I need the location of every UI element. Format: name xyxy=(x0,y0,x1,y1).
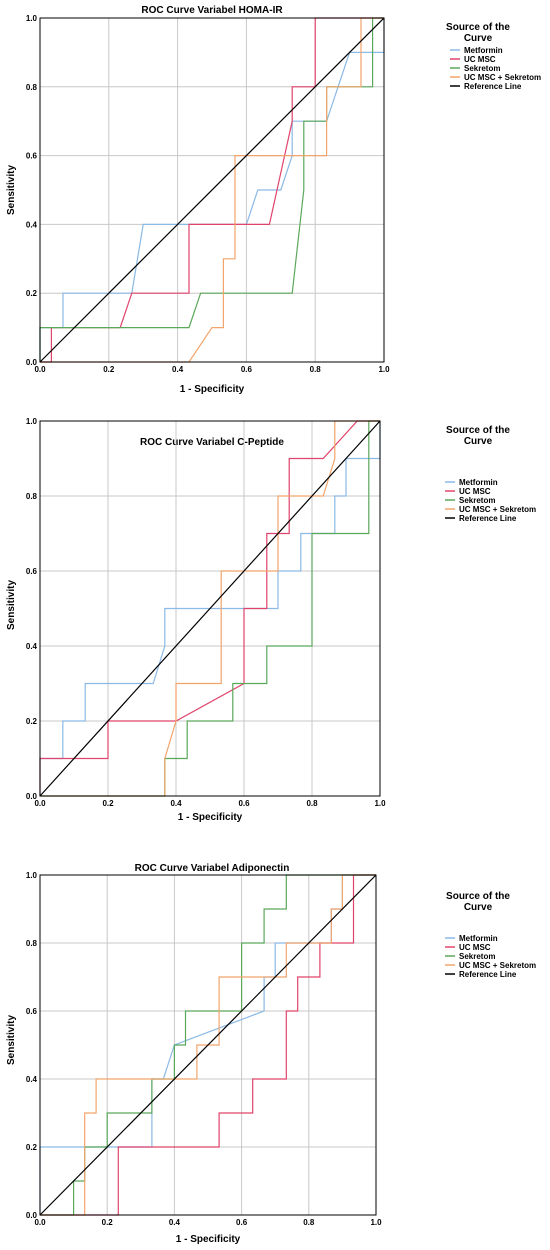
y-tick-label: 0.2 xyxy=(26,289,38,298)
roc-chart-adiponectin: ROC Curve Variabel Adiponectin 0.0 0.2 0.4… xyxy=(0,855,550,1250)
legend-title: Source of the Curve xyxy=(446,22,510,44)
series-line-uc-msc-sekretom xyxy=(40,874,376,1216)
x-tick-label: 0.0 xyxy=(34,799,46,808)
legend-entry-label: Metformin xyxy=(464,46,503,55)
legend-entry-label: UC MSC + Sekretom xyxy=(464,73,541,82)
series-line-sekretom xyxy=(40,420,380,797)
legend-title: Source of the Curve xyxy=(446,891,510,913)
y-tick-label: 0.6 xyxy=(26,567,38,576)
y-tick-label: 0.8 xyxy=(26,939,38,948)
x-tick-label: 0.0 xyxy=(34,1218,46,1227)
y-tick-label: 0.2 xyxy=(26,1143,38,1152)
legend-entry-label: Reference Line xyxy=(459,514,517,523)
y-tick-label: 0.4 xyxy=(26,1075,38,1084)
roc-chart-adiponectin-svg: ROC Curve Variabel Adiponectin 0.0 0.2 0.4… xyxy=(6,863,536,1245)
x-tick-label: 1.0 xyxy=(378,365,390,374)
legend-entry-label: Sekretom xyxy=(464,64,500,73)
plot-frame xyxy=(39,874,377,1216)
x-tick-label: 0.2 xyxy=(102,1218,114,1227)
y-tick-label: 1.0 xyxy=(26,14,38,23)
y-tick-label: 0.2 xyxy=(26,717,38,726)
legend-entry-label: Sekretom xyxy=(459,952,495,961)
y-tick-label: 0.0 xyxy=(26,792,38,801)
x-tick-label: 0.8 xyxy=(303,1218,315,1227)
chart-title: ROC Curve Variabel HOMA-IR xyxy=(141,5,283,16)
legend-entry-label: UC MSC + Sekretom xyxy=(459,505,536,514)
legend-entry-label: Metformin xyxy=(459,478,498,487)
y-tick-label: 0.8 xyxy=(26,492,38,501)
x-tick-label: 0.2 xyxy=(103,365,115,374)
x-tick-label: 0.6 xyxy=(238,799,250,808)
legend-entry-label: Reference Line xyxy=(464,82,522,91)
x-axis-label: 1 - Specificity xyxy=(180,384,245,395)
series-line-uc-msc-sekretom xyxy=(40,17,384,363)
chart-title: ROC Curve Variabel Adiponectin xyxy=(135,863,290,874)
x-tick-label: 0.2 xyxy=(102,799,114,808)
legend-entry-label: UC MSC xyxy=(459,487,491,496)
x-tick-label: 0.4 xyxy=(170,799,182,808)
legend-entry-label: UC MSC xyxy=(464,55,496,64)
series-line-metformin xyxy=(39,18,385,362)
roc-chart-homa-ir-svg: ROC Curve Variabel HOMA-IR 0.0 0.2 0.4 0.6 0… xyxy=(6,5,541,395)
y-tick-label: 0.6 xyxy=(26,152,38,161)
x-tick-label: 0.8 xyxy=(306,799,318,808)
roc-chart-c-peptide: ROC Curve Variabel C-Peptide 0.0 0.2 0.4 0.… xyxy=(0,415,550,825)
series-line-uc-msc-sekretom xyxy=(40,420,380,797)
x-tick-label: 0.4 xyxy=(172,365,184,374)
plot-frame xyxy=(39,17,385,363)
x-tick-label: 1.0 xyxy=(370,1218,382,1227)
chart-title: ROC Curve Variabel C-Peptide xyxy=(140,437,284,448)
y-tick-label: 1.0 xyxy=(26,417,38,426)
y-tick-label: 0.6 xyxy=(26,1007,38,1016)
legend-entry-label: Reference Line xyxy=(459,970,517,979)
series-line-uc-msc xyxy=(39,420,380,796)
series-line-metformin xyxy=(39,421,381,796)
legend-title: Source of the Curve xyxy=(446,425,510,447)
series-line-reference-line xyxy=(39,874,377,1216)
plot-frame xyxy=(39,420,381,797)
y-axis-label: Sensitivity xyxy=(6,1015,17,1065)
series-line-reference-line xyxy=(39,17,385,363)
legend-entry-label: UC MSC + Sekretom xyxy=(459,961,536,970)
x-axis-label: 1 - Specificity xyxy=(176,1234,241,1245)
y-tick-label: 0.8 xyxy=(26,83,38,92)
y-tick-label: 0.0 xyxy=(26,358,38,367)
y-axis-label: Sensitivity xyxy=(6,165,17,215)
x-tick-label: 0.6 xyxy=(241,365,253,374)
legend-entry-label: Sekretom xyxy=(459,496,495,505)
y-axis-label: Sensitivity xyxy=(6,580,17,630)
series-line-reference-line xyxy=(39,420,381,797)
roc-chart-homa-ir: ROC Curve Variabel HOMA-IR 0.0 0.2 0.4 0.6 0… xyxy=(0,0,550,400)
x-axis-label: 1 - Specificity xyxy=(178,812,243,823)
x-tick-label: 1.0 xyxy=(374,799,386,808)
x-tick-label: 0.8 xyxy=(310,365,322,374)
y-tick-label: 0.0 xyxy=(26,1211,38,1220)
roc-chart-c-peptide-svg: ROC Curve Variabel C-Peptide 0.0 0.2 0.4 0.… xyxy=(6,417,536,823)
x-tick-label: 0.0 xyxy=(34,365,46,374)
x-tick-label: 0.4 xyxy=(169,1218,181,1227)
y-tick-label: 0.4 xyxy=(26,642,38,651)
x-tick-label: 0.6 xyxy=(236,1218,248,1227)
y-tick-label: 0.4 xyxy=(26,220,38,229)
legend-entry-label: Metformin xyxy=(459,934,498,943)
legend-entry-label: UC MSC xyxy=(459,943,491,952)
y-tick-label: 1.0 xyxy=(26,871,38,880)
